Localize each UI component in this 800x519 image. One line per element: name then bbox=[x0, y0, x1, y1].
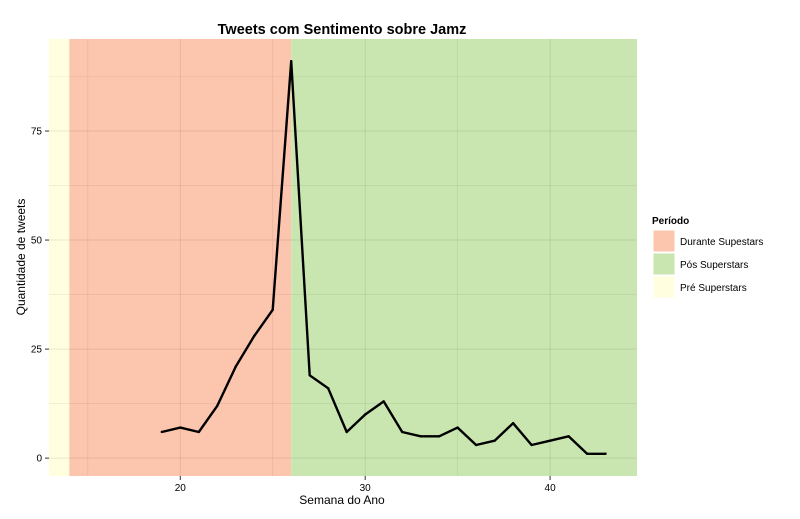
x-tick-label: 30 bbox=[360, 483, 372, 494]
data-point bbox=[567, 435, 570, 438]
data-point bbox=[179, 426, 182, 429]
plot-panel bbox=[49, 39, 637, 476]
series-points bbox=[160, 60, 607, 455]
legend-label: Pós Superstars bbox=[680, 260, 748, 271]
legend-label: Durante Supestars bbox=[680, 237, 763, 248]
data-point bbox=[234, 365, 237, 368]
data-point bbox=[400, 430, 404, 434]
period-band-1 bbox=[69, 39, 292, 476]
legend-title: Período bbox=[652, 216, 689, 227]
data-point bbox=[474, 443, 478, 447]
data-point bbox=[327, 387, 330, 390]
y-tick-label: 50 bbox=[31, 236, 43, 247]
data-point bbox=[290, 60, 293, 63]
data-point bbox=[511, 422, 515, 425]
period-band-0 bbox=[49, 39, 70, 476]
x-tick-label: 20 bbox=[175, 483, 187, 494]
data-point bbox=[253, 334, 256, 338]
data-point bbox=[437, 435, 441, 438]
data-point bbox=[493, 439, 496, 442]
legend-label: Pré Superstars bbox=[680, 283, 747, 294]
legend-swatch bbox=[652, 252, 676, 276]
grid-lines bbox=[49, 39, 637, 476]
chart-title: Tweets com Sentimento sobre Jamz bbox=[218, 22, 467, 38]
y-tick-label: 0 bbox=[36, 454, 42, 465]
y-axis-title: Quantidade de tweets bbox=[14, 199, 28, 316]
data-point bbox=[530, 443, 533, 447]
y-tick-label: 75 bbox=[31, 127, 43, 138]
data-point bbox=[271, 308, 274, 312]
data-point bbox=[345, 430, 348, 434]
data-point bbox=[197, 430, 200, 434]
legend-swatch bbox=[652, 229, 676, 253]
data-point bbox=[363, 413, 367, 416]
period-band-2 bbox=[291, 39, 637, 476]
data-point bbox=[456, 426, 459, 429]
data-point bbox=[216, 404, 219, 407]
data-point bbox=[419, 435, 422, 438]
x-tick-label: 40 bbox=[545, 483, 557, 494]
data-point bbox=[585, 452, 589, 455]
x-axis: 20 30 40 bbox=[175, 476, 556, 494]
legend-swatch bbox=[652, 275, 676, 299]
data-point bbox=[308, 374, 311, 377]
period-bands bbox=[49, 39, 637, 476]
y-tick-label: 25 bbox=[31, 345, 43, 356]
legend: Período Durante Supestars Pós Superstars P… bbox=[652, 216, 763, 299]
x-axis-title: Semana do Ano bbox=[299, 493, 385, 507]
y-axis: 0 25 50 75 bbox=[31, 127, 49, 465]
data-point bbox=[548, 439, 552, 442]
data-point bbox=[382, 400, 385, 403]
data-point bbox=[604, 452, 607, 455]
data-point bbox=[160, 430, 163, 434]
